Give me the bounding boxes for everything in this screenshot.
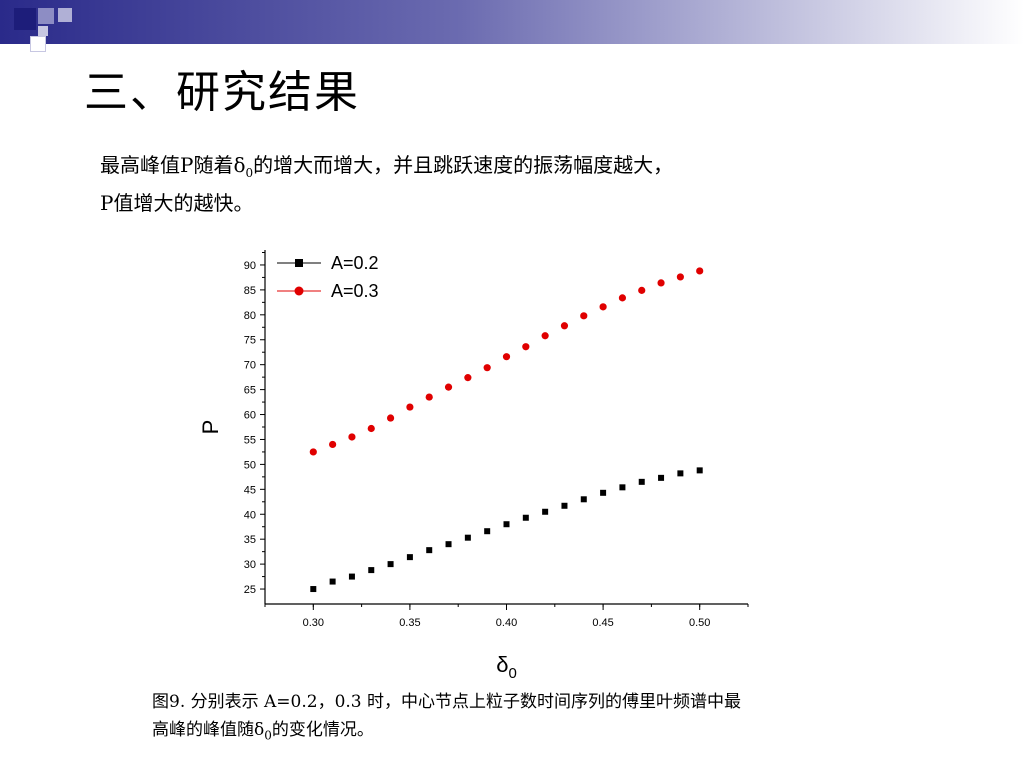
- data-point-a03: [696, 267, 704, 275]
- data-point-a02: [600, 489, 607, 496]
- legend-label: A=0.3: [331, 281, 379, 301]
- caption-line-2: 高峰的峰值随δ0的变化情况。: [152, 720, 374, 743]
- scatter-chart: 25 30 35 40 45 50 55 60 65 70 75 80 85 90 0.30 0.35 0.40…: [198, 250, 749, 682]
- data-point-a03: [618, 294, 627, 302]
- data-point-a02: [522, 514, 529, 521]
- y-tick-label: 55: [244, 434, 256, 446]
- header-gradient-bar: [0, 0, 1024, 44]
- description-line-1: 最高峰值P随着δ0的增大而增大，并且跳跃速度的振荡幅度越大，: [100, 153, 674, 180]
- caption-line-1: 图9. 分别表示 A=0.2，0.3 时，中心节点上粒子数时间序列的傅里叶频谱中…: [152, 692, 742, 712]
- data-point-a03: [580, 312, 588, 320]
- y-tick-label: 50: [244, 459, 256, 471]
- data-point-a02: [619, 484, 626, 491]
- data-point-a02: [387, 561, 394, 568]
- y-tick-label: 90: [244, 260, 256, 272]
- data-point-a02: [464, 534, 471, 541]
- slide-title: 三、研究结果: [84, 67, 360, 118]
- data-point-a02: [580, 496, 587, 503]
- data-point-a02: [484, 528, 491, 535]
- figure-caption: 图9. 分别表示 A=0.2，0.3 时，中心节点上粒子数时间序列的傅里叶频谱中…: [152, 688, 952, 749]
- y-tick-label: 25: [244, 584, 256, 596]
- y-axis-label: P: [198, 420, 223, 435]
- data-point-a02: [348, 573, 355, 580]
- y-tick-label: 75: [244, 335, 256, 347]
- data-point-a02: [426, 547, 433, 554]
- data-point-a03: [329, 440, 337, 449]
- data-point-a03: [676, 273, 684, 281]
- y-tick-label: 70: [244, 360, 256, 372]
- y-tick-label: 35: [244, 534, 256, 546]
- data-point-a03: [367, 424, 375, 433]
- data-point-a02: [406, 554, 413, 561]
- data-point-a03: [599, 303, 607, 311]
- data-point-a03: [309, 448, 317, 456]
- legend-marker-circle: [294, 286, 304, 296]
- data-point-a03: [522, 343, 530, 351]
- data-point-a02: [310, 586, 317, 593]
- data-point-a03: [502, 353, 511, 361]
- data-point-a02: [542, 508, 549, 515]
- data-point-a03: [386, 414, 395, 422]
- y-tick-label: 40: [244, 509, 256, 521]
- x-tick-label: 0.30: [303, 617, 324, 629]
- data-point-a02: [696, 467, 703, 474]
- data-point-a02: [561, 502, 568, 509]
- x-axis-label: δ0: [496, 652, 517, 682]
- x-tick-label: 0.45: [592, 617, 613, 629]
- data-point-a03: [464, 374, 472, 382]
- data-point-a03: [348, 433, 356, 441]
- y-tick-label: 45: [244, 484, 256, 496]
- x-tick-label: 0.50: [689, 617, 710, 629]
- data-point-a02: [503, 521, 510, 528]
- y-tick-label: 80: [244, 310, 256, 322]
- data-point-a03: [406, 403, 414, 411]
- data-point-a02: [445, 541, 452, 548]
- x-axis-label-subscript: 0: [508, 665, 516, 682]
- data-point-a03: [425, 393, 433, 401]
- legend-label: A=0.2: [331, 253, 379, 273]
- y-tick-label: 30: [244, 559, 256, 571]
- slide-description: 最高峰值P随着δ0的增大而增大，并且跳跃速度的振荡幅度越大， P值增大的越快。: [100, 150, 673, 218]
- y-tick-label: 60: [244, 410, 256, 422]
- data-point-a03: [560, 322, 569, 330]
- x-tick-label: 0.35: [399, 617, 420, 629]
- data-point-a02: [329, 578, 336, 585]
- legend-marker-square: [295, 259, 303, 267]
- y-tick-label: 85: [244, 285, 256, 297]
- data-point-a02: [368, 567, 375, 574]
- data-point-a03: [541, 332, 549, 340]
- data-point-a02: [658, 474, 665, 481]
- data-point-a03: [444, 383, 453, 391]
- y-tick-label: 65: [244, 385, 256, 397]
- data-point-a03: [657, 279, 665, 287]
- description-line-2: P值增大的越快。: [100, 191, 254, 215]
- data-point-a03: [638, 286, 646, 294]
- data-point-a02: [677, 470, 684, 477]
- data-point-a03: [483, 364, 491, 372]
- x-tick-label: 0.40: [496, 617, 517, 629]
- data-point-a02: [638, 478, 645, 485]
